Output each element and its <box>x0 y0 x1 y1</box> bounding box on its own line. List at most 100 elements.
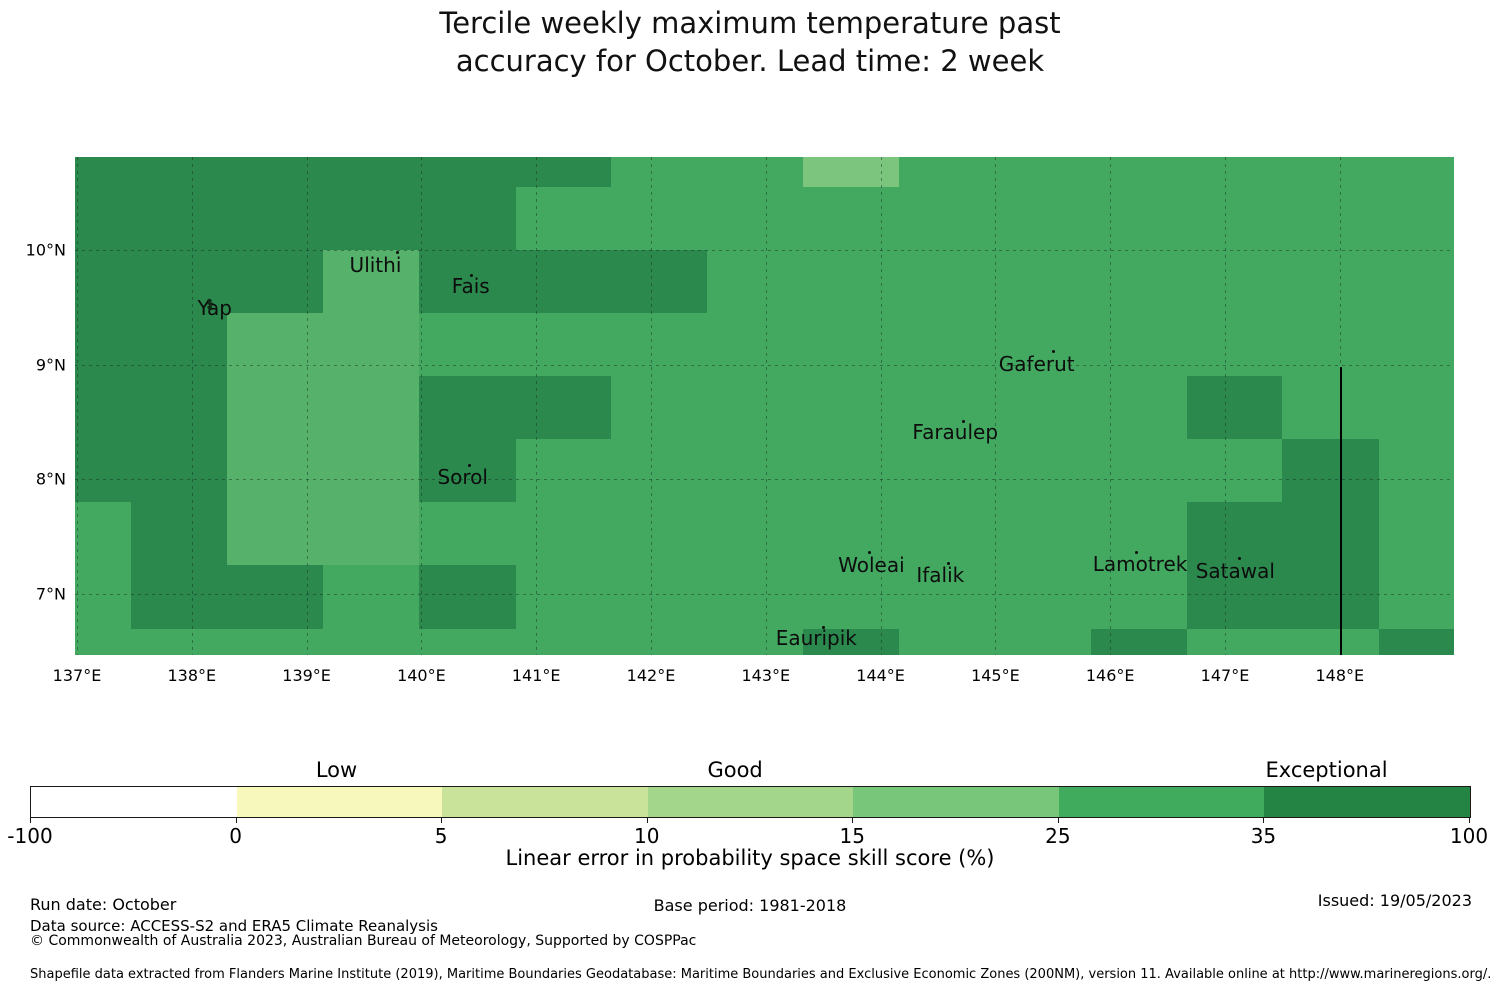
colorbar-category-label-good: Good <box>707 758 763 782</box>
map-cell <box>898 628 996 655</box>
map-cell <box>1378 250 1454 314</box>
colorbar-segment <box>853 787 1059 817</box>
colorbar-category-label-exceptional: Exceptional <box>1265 758 1388 782</box>
island-label-ifalik: Ifalik <box>916 562 965 587</box>
figure-title: Tercile weekly maximum temperature past … <box>0 4 1500 80</box>
colorbar-tick <box>1469 818 1470 823</box>
map-cell <box>995 565 1091 629</box>
longitude-gridline <box>1225 157 1226 655</box>
island-marker-dot <box>1238 557 1242 561</box>
colorbar-tick-label: 35 <box>1250 824 1277 848</box>
map-cell <box>1282 186 1379 250</box>
footer-data-source: Data source: ACCESS-S2 and ERA5 Climate … <box>30 917 438 935</box>
map-cell <box>130 157 228 187</box>
footer-run-date: Run date: October <box>30 895 177 914</box>
map-cell <box>75 157 131 187</box>
map-cell <box>322 439 420 503</box>
map-cell <box>802 250 899 314</box>
map-cell <box>707 502 803 566</box>
map-cell <box>1187 628 1283 655</box>
map-cell <box>802 376 899 440</box>
x-tick-label: 148°E <box>1315 666 1365 685</box>
map-cell <box>1187 186 1283 250</box>
colorbar-tick <box>1263 818 1265 823</box>
map-cell <box>1187 157 1283 187</box>
colorbar-segment <box>1058 787 1265 817</box>
map-cell <box>1187 502 1283 566</box>
island-marker-dot <box>822 625 826 629</box>
map-cell <box>419 439 516 503</box>
map-cell <box>419 250 516 314</box>
maritime-boundary-line <box>1339 366 1342 655</box>
map-cell <box>898 186 996 250</box>
longitude-gridline <box>651 157 652 655</box>
map-cell <box>515 313 611 377</box>
map-cell <box>515 628 611 655</box>
map-cell <box>1187 376 1283 440</box>
colorbar-tick-label: 100 <box>1449 824 1489 848</box>
map-cell <box>1090 157 1188 187</box>
map-cell <box>995 250 1091 314</box>
x-tick-label: 146°E <box>1085 666 1135 685</box>
map-cell <box>1090 502 1188 566</box>
map-cell <box>1378 439 1454 503</box>
map-cell <box>1378 628 1454 655</box>
map-plot-area: Yap Ulithi Fais Sorol Gaferut Faraulep Woleai I… <box>75 157 1454 655</box>
map-cell <box>419 186 516 250</box>
figure-title-line2: accuracy for October. Lead time: 2 week <box>455 44 1045 78</box>
map-cell <box>515 439 611 503</box>
island-marker-dot <box>962 420 966 424</box>
map-cell <box>995 502 1091 566</box>
map-cell <box>995 313 1091 377</box>
colorbar-tick-label: 0 <box>229 824 242 848</box>
map-cell <box>1282 439 1379 503</box>
map-cell <box>610 250 708 314</box>
footer-copyright: © Commonwealth of Australia 2023, Austra… <box>30 933 697 949</box>
map-cell <box>419 628 516 655</box>
map-cell <box>130 439 228 503</box>
map-cell <box>802 439 899 503</box>
colorbar-tick-label: 5 <box>434 824 448 848</box>
y-tick-label: 10°N <box>25 240 66 260</box>
colorbar-segment <box>442 787 648 817</box>
map-cell <box>1282 502 1379 566</box>
colorbar-tick <box>30 818 31 823</box>
map-cell <box>707 186 803 250</box>
map-cell <box>1282 250 1379 314</box>
map-cell <box>898 502 996 566</box>
colorbar-segment <box>1264 787 1470 817</box>
map-cell <box>75 628 131 655</box>
map-cell <box>610 157 708 187</box>
map-cell <box>610 628 708 655</box>
map-cell <box>898 439 996 503</box>
colorbar-tick <box>441 818 443 823</box>
colorbar-tick <box>646 818 648 823</box>
island-label-lamotrek: Lamotrek <box>1092 552 1188 577</box>
map-cell <box>130 628 228 655</box>
longitude-gridline <box>880 157 882 655</box>
x-tick-label: 140°E <box>397 666 446 685</box>
map-cell <box>995 157 1091 187</box>
island-marker-dot <box>1135 551 1139 555</box>
map-cell <box>322 565 420 629</box>
map-cell <box>995 376 1091 440</box>
map-cell <box>1282 376 1379 440</box>
map-cell <box>227 376 323 440</box>
map-cell <box>515 565 611 629</box>
map-cell <box>1090 250 1188 314</box>
map-cell <box>802 502 899 566</box>
x-tick-label: 141°E <box>511 666 561 685</box>
y-tick-label: 9°N <box>35 355 66 375</box>
island-marker-dot <box>1051 349 1055 353</box>
island-label-faraulep: Faraulep <box>912 420 999 445</box>
x-tick-label: 142°E <box>626 666 676 685</box>
island-label-fais: Fais <box>451 273 490 298</box>
island-label-ulithi: Ulithi <box>349 252 402 277</box>
island-label-yap: Yap <box>197 296 232 321</box>
map-cell <box>1090 186 1188 250</box>
island-marker-dot <box>947 561 951 565</box>
map-cell <box>707 439 803 503</box>
footer-issued-date: Issued: 19/05/2023 <box>1317 891 1472 910</box>
colorbar-tick-label: 15 <box>839 824 866 848</box>
colorbar <box>30 786 1471 818</box>
